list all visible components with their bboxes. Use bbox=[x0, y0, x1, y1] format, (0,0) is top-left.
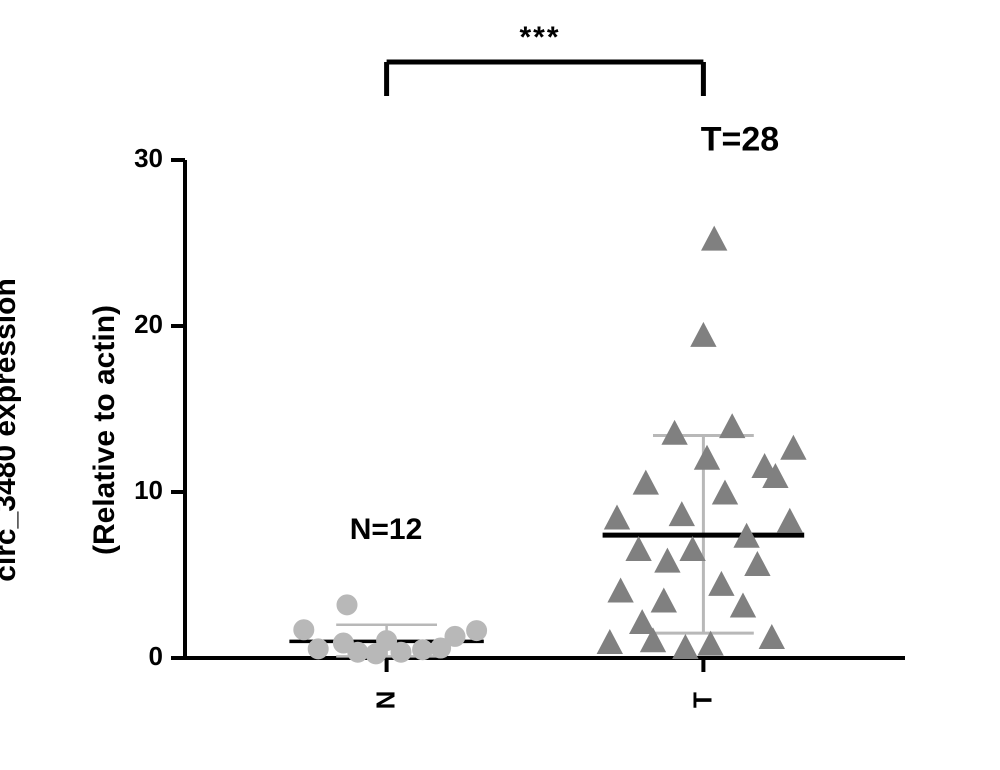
data-point-N bbox=[413, 640, 433, 660]
group-caption-t: T=28 bbox=[701, 121, 779, 160]
data-point-N bbox=[445, 626, 465, 646]
data-point-T bbox=[781, 436, 806, 459]
data-point-T bbox=[673, 635, 698, 658]
x-tick-label-n: N bbox=[371, 691, 402, 710]
data-point-N bbox=[467, 621, 487, 641]
data-point-T bbox=[759, 625, 784, 648]
data-point-T bbox=[608, 579, 633, 602]
x-tick-label-t: T bbox=[688, 692, 719, 708]
data-point-T bbox=[605, 506, 630, 529]
data-point-T bbox=[691, 323, 716, 346]
group-caption-n: N=12 bbox=[350, 513, 423, 547]
data-point-T bbox=[630, 610, 655, 633]
scatter-figure: circ_3480 expression (Relative to actin)… bbox=[0, 0, 1000, 770]
data-point-T bbox=[698, 632, 723, 655]
data-point-T bbox=[702, 227, 727, 250]
data-point-T bbox=[669, 502, 694, 525]
data-point-T bbox=[745, 552, 770, 575]
data-point-T bbox=[720, 414, 745, 437]
y-tick-label: 30 bbox=[134, 143, 163, 173]
data-point-T bbox=[680, 537, 705, 560]
significance-label: *** bbox=[519, 21, 560, 55]
data-point-T bbox=[709, 572, 734, 595]
y-axis-label: circ_3480 expression (Relative to actin) bbox=[0, 278, 187, 582]
data-point-T bbox=[626, 537, 651, 560]
data-point-T bbox=[662, 421, 687, 444]
y-axis-label-line1: circ_3480 expression bbox=[0, 278, 22, 582]
data-point-T bbox=[713, 481, 738, 504]
data-point-N bbox=[348, 642, 368, 662]
y-axis-label-line2: (Relative to actin) bbox=[88, 278, 121, 582]
data-point-T bbox=[777, 509, 802, 532]
y-tick-label: 0 bbox=[149, 641, 163, 671]
data-point-T bbox=[695, 446, 720, 469]
data-point-N bbox=[337, 595, 357, 615]
data-point-T bbox=[731, 594, 756, 617]
data-point-N bbox=[391, 642, 411, 662]
data-point-N bbox=[308, 639, 328, 659]
data-point-T bbox=[633, 471, 658, 494]
data-point-T bbox=[597, 630, 622, 653]
data-point-T bbox=[655, 549, 680, 572]
data-point-N bbox=[294, 620, 314, 640]
data-point-T bbox=[651, 589, 676, 612]
